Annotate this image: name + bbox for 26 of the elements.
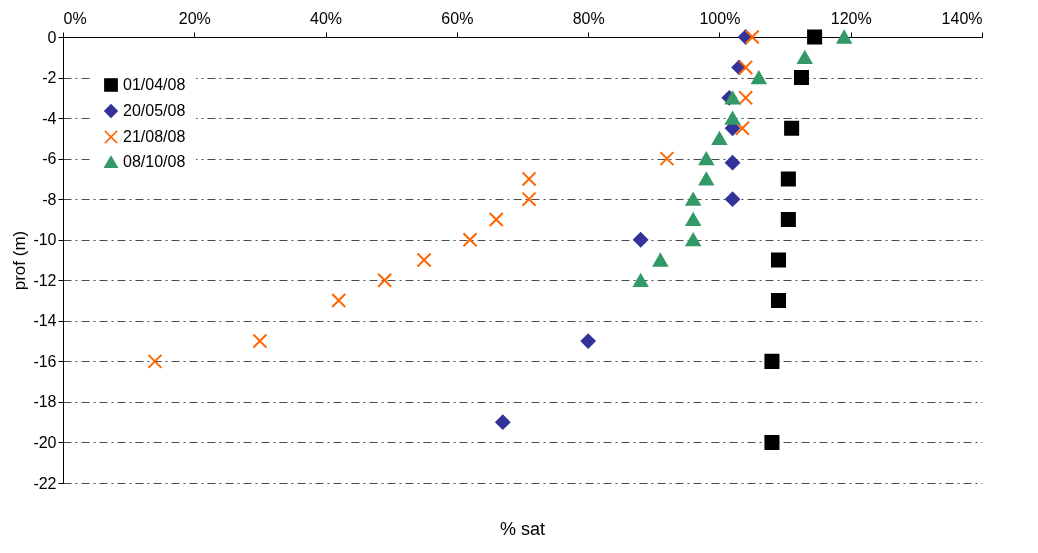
legend-label: 20/05/08	[123, 102, 186, 119]
legend-label: 21/08/08	[123, 128, 186, 145]
y-tick-label: -14	[33, 312, 57, 330]
legend-label: 01/04/08	[123, 76, 186, 93]
y-tick-label: -4	[42, 109, 57, 127]
y-tick-label: -18	[33, 393, 57, 411]
y-tick-label: -10	[33, 231, 57, 249]
y-tick-label: -2	[42, 69, 57, 87]
x-axis-title: % sat	[499, 519, 546, 539]
x-tick-label: 120%	[830, 9, 872, 27]
y-tick-label: -16	[33, 352, 57, 370]
y-tick-label: 0	[47, 28, 57, 46]
y-tick-label: -20	[33, 433, 57, 451]
y-tick-label: -8	[42, 190, 57, 208]
y-axis-title: prof (m)	[10, 230, 30, 291]
x-tick-label: 40%	[310, 9, 343, 27]
y-tick-label: -12	[33, 271, 57, 289]
x-tick-label: 60%	[441, 9, 474, 27]
legend-label: 08/10/08	[123, 153, 186, 170]
x-tick-label: 0%	[63, 9, 87, 27]
x-tick-label: 80%	[572, 9, 605, 27]
x-tick-label: 140%	[941, 9, 983, 27]
y-tick-label: -6	[42, 150, 57, 168]
x-tick-label: 100%	[699, 9, 741, 27]
x-tick-label: 20%	[178, 9, 211, 27]
y-tick-label: -22	[33, 474, 57, 492]
